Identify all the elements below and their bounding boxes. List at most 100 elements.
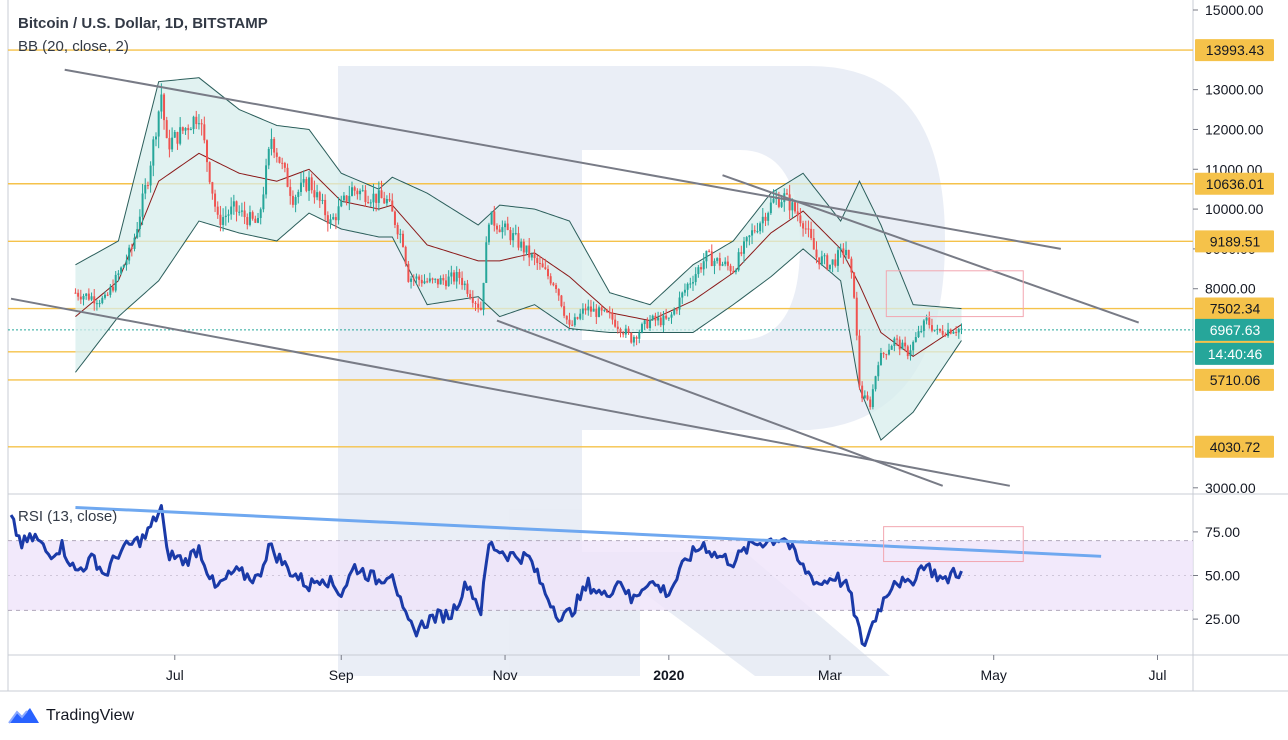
candle-body bbox=[356, 190, 359, 195]
price-tick-label: 3000.00 bbox=[1205, 480, 1256, 496]
candle-body bbox=[85, 293, 88, 296]
candle-body bbox=[208, 162, 211, 183]
rsi-series bbox=[8, 504, 1193, 648]
candle-body bbox=[619, 328, 622, 334]
candle-body bbox=[788, 194, 791, 211]
candle-body bbox=[227, 214, 230, 216]
footer-brand[interactable]: TradingView bbox=[8, 704, 134, 728]
candle-body bbox=[369, 202, 372, 204]
candle-body bbox=[423, 281, 426, 284]
candle-body bbox=[654, 315, 657, 321]
candle-body bbox=[670, 314, 673, 318]
candle-body bbox=[922, 320, 925, 331]
candle-body bbox=[254, 218, 257, 223]
bollinger-legend[interactable]: BB (20, close, 2) bbox=[18, 38, 129, 55]
candle-body bbox=[721, 264, 724, 266]
candle-body bbox=[79, 296, 82, 300]
candle-body bbox=[861, 385, 864, 399]
candle-body bbox=[565, 315, 568, 320]
candle-body bbox=[192, 116, 195, 130]
candle-body bbox=[415, 276, 418, 279]
candle-body bbox=[152, 139, 155, 166]
candle-body bbox=[189, 129, 192, 131]
candle-body bbox=[157, 111, 160, 137]
rsi-axis[interactable]: 25.00 50.00 75.00 bbox=[1193, 524, 1240, 627]
level-price-badge-bg bbox=[1195, 368, 1274, 391]
candle-body bbox=[855, 297, 858, 336]
candle-body bbox=[324, 199, 327, 216]
candle-body bbox=[796, 211, 799, 216]
candle-body bbox=[600, 307, 603, 311]
candle-body bbox=[286, 167, 289, 187]
price-trend-line bbox=[722, 174, 1140, 324]
candle-body bbox=[348, 195, 351, 202]
candle-body bbox=[310, 177, 313, 191]
candle-body bbox=[273, 138, 276, 153]
candle-body bbox=[463, 283, 466, 286]
candle-body bbox=[342, 195, 345, 201]
bollinger-middle bbox=[75, 152, 962, 358]
candle-body bbox=[447, 276, 450, 287]
candle-body bbox=[874, 376, 877, 390]
candle-body bbox=[431, 278, 434, 280]
candle-body bbox=[428, 278, 431, 282]
candle-body bbox=[410, 278, 413, 282]
candle-body bbox=[219, 214, 222, 225]
candle-body bbox=[581, 308, 584, 314]
level-price-badge-bg bbox=[1195, 297, 1274, 320]
candle-body bbox=[718, 258, 721, 266]
candle-body bbox=[925, 317, 928, 321]
candle-body bbox=[181, 127, 184, 131]
candle-body bbox=[920, 330, 923, 332]
candle-body bbox=[345, 195, 348, 202]
price-horizontal-levels bbox=[8, 49, 1193, 448]
candle-body bbox=[184, 127, 187, 131]
trend-lines[interactable] bbox=[10, 68, 1140, 487]
candle-body bbox=[547, 268, 549, 277]
candle-body bbox=[514, 233, 517, 235]
candle-body bbox=[98, 303, 101, 305]
candle-body bbox=[232, 201, 235, 207]
candle-body bbox=[896, 338, 899, 340]
level-price-badge: 4030.72 bbox=[1210, 439, 1261, 455]
candle-body bbox=[372, 193, 375, 203]
candle-body bbox=[748, 235, 751, 238]
candle-body bbox=[536, 258, 539, 263]
candle-body bbox=[125, 260, 128, 266]
chart-title: Bitcoin / U.S. Dollar, 1D, BITSTAMP bbox=[18, 15, 268, 32]
candle-body bbox=[906, 346, 909, 357]
candle-body bbox=[487, 224, 490, 243]
time-axis[interactable]: Jul Sep Nov 2020 Mar May Jul bbox=[166, 655, 1167, 683]
candle-body bbox=[321, 199, 324, 201]
candle-body bbox=[635, 337, 638, 339]
candle-body bbox=[130, 247, 133, 249]
candle-body bbox=[726, 261, 729, 266]
candle-body bbox=[520, 241, 523, 248]
candle-body bbox=[589, 306, 592, 312]
time-tick-label: Sep bbox=[329, 667, 354, 683]
candle-body bbox=[847, 249, 850, 259]
candle-body bbox=[611, 312, 614, 320]
candle-body bbox=[469, 293, 472, 298]
candle-body bbox=[133, 237, 136, 249]
candle-body bbox=[216, 206, 219, 215]
candle-body bbox=[839, 248, 842, 251]
rsi-tick-label: 75.00 bbox=[1205, 524, 1240, 540]
candle-body bbox=[732, 271, 735, 273]
candle-body bbox=[657, 317, 660, 321]
rsi-line bbox=[9, 504, 963, 648]
candle-body bbox=[211, 182, 214, 194]
candle-body bbox=[957, 329, 960, 333]
candle-body bbox=[898, 339, 901, 350]
rsi-legend[interactable]: RSI (13, close) bbox=[18, 508, 118, 525]
candle-body bbox=[332, 217, 335, 220]
candle-body bbox=[93, 296, 96, 304]
candle-body bbox=[632, 337, 635, 343]
rsi-target-box bbox=[883, 526, 1024, 563]
candle-body bbox=[624, 328, 627, 335]
candle-body bbox=[291, 195, 294, 205]
candle-body bbox=[869, 399, 872, 408]
candle-body bbox=[595, 308, 598, 317]
candle-body bbox=[643, 320, 646, 325]
